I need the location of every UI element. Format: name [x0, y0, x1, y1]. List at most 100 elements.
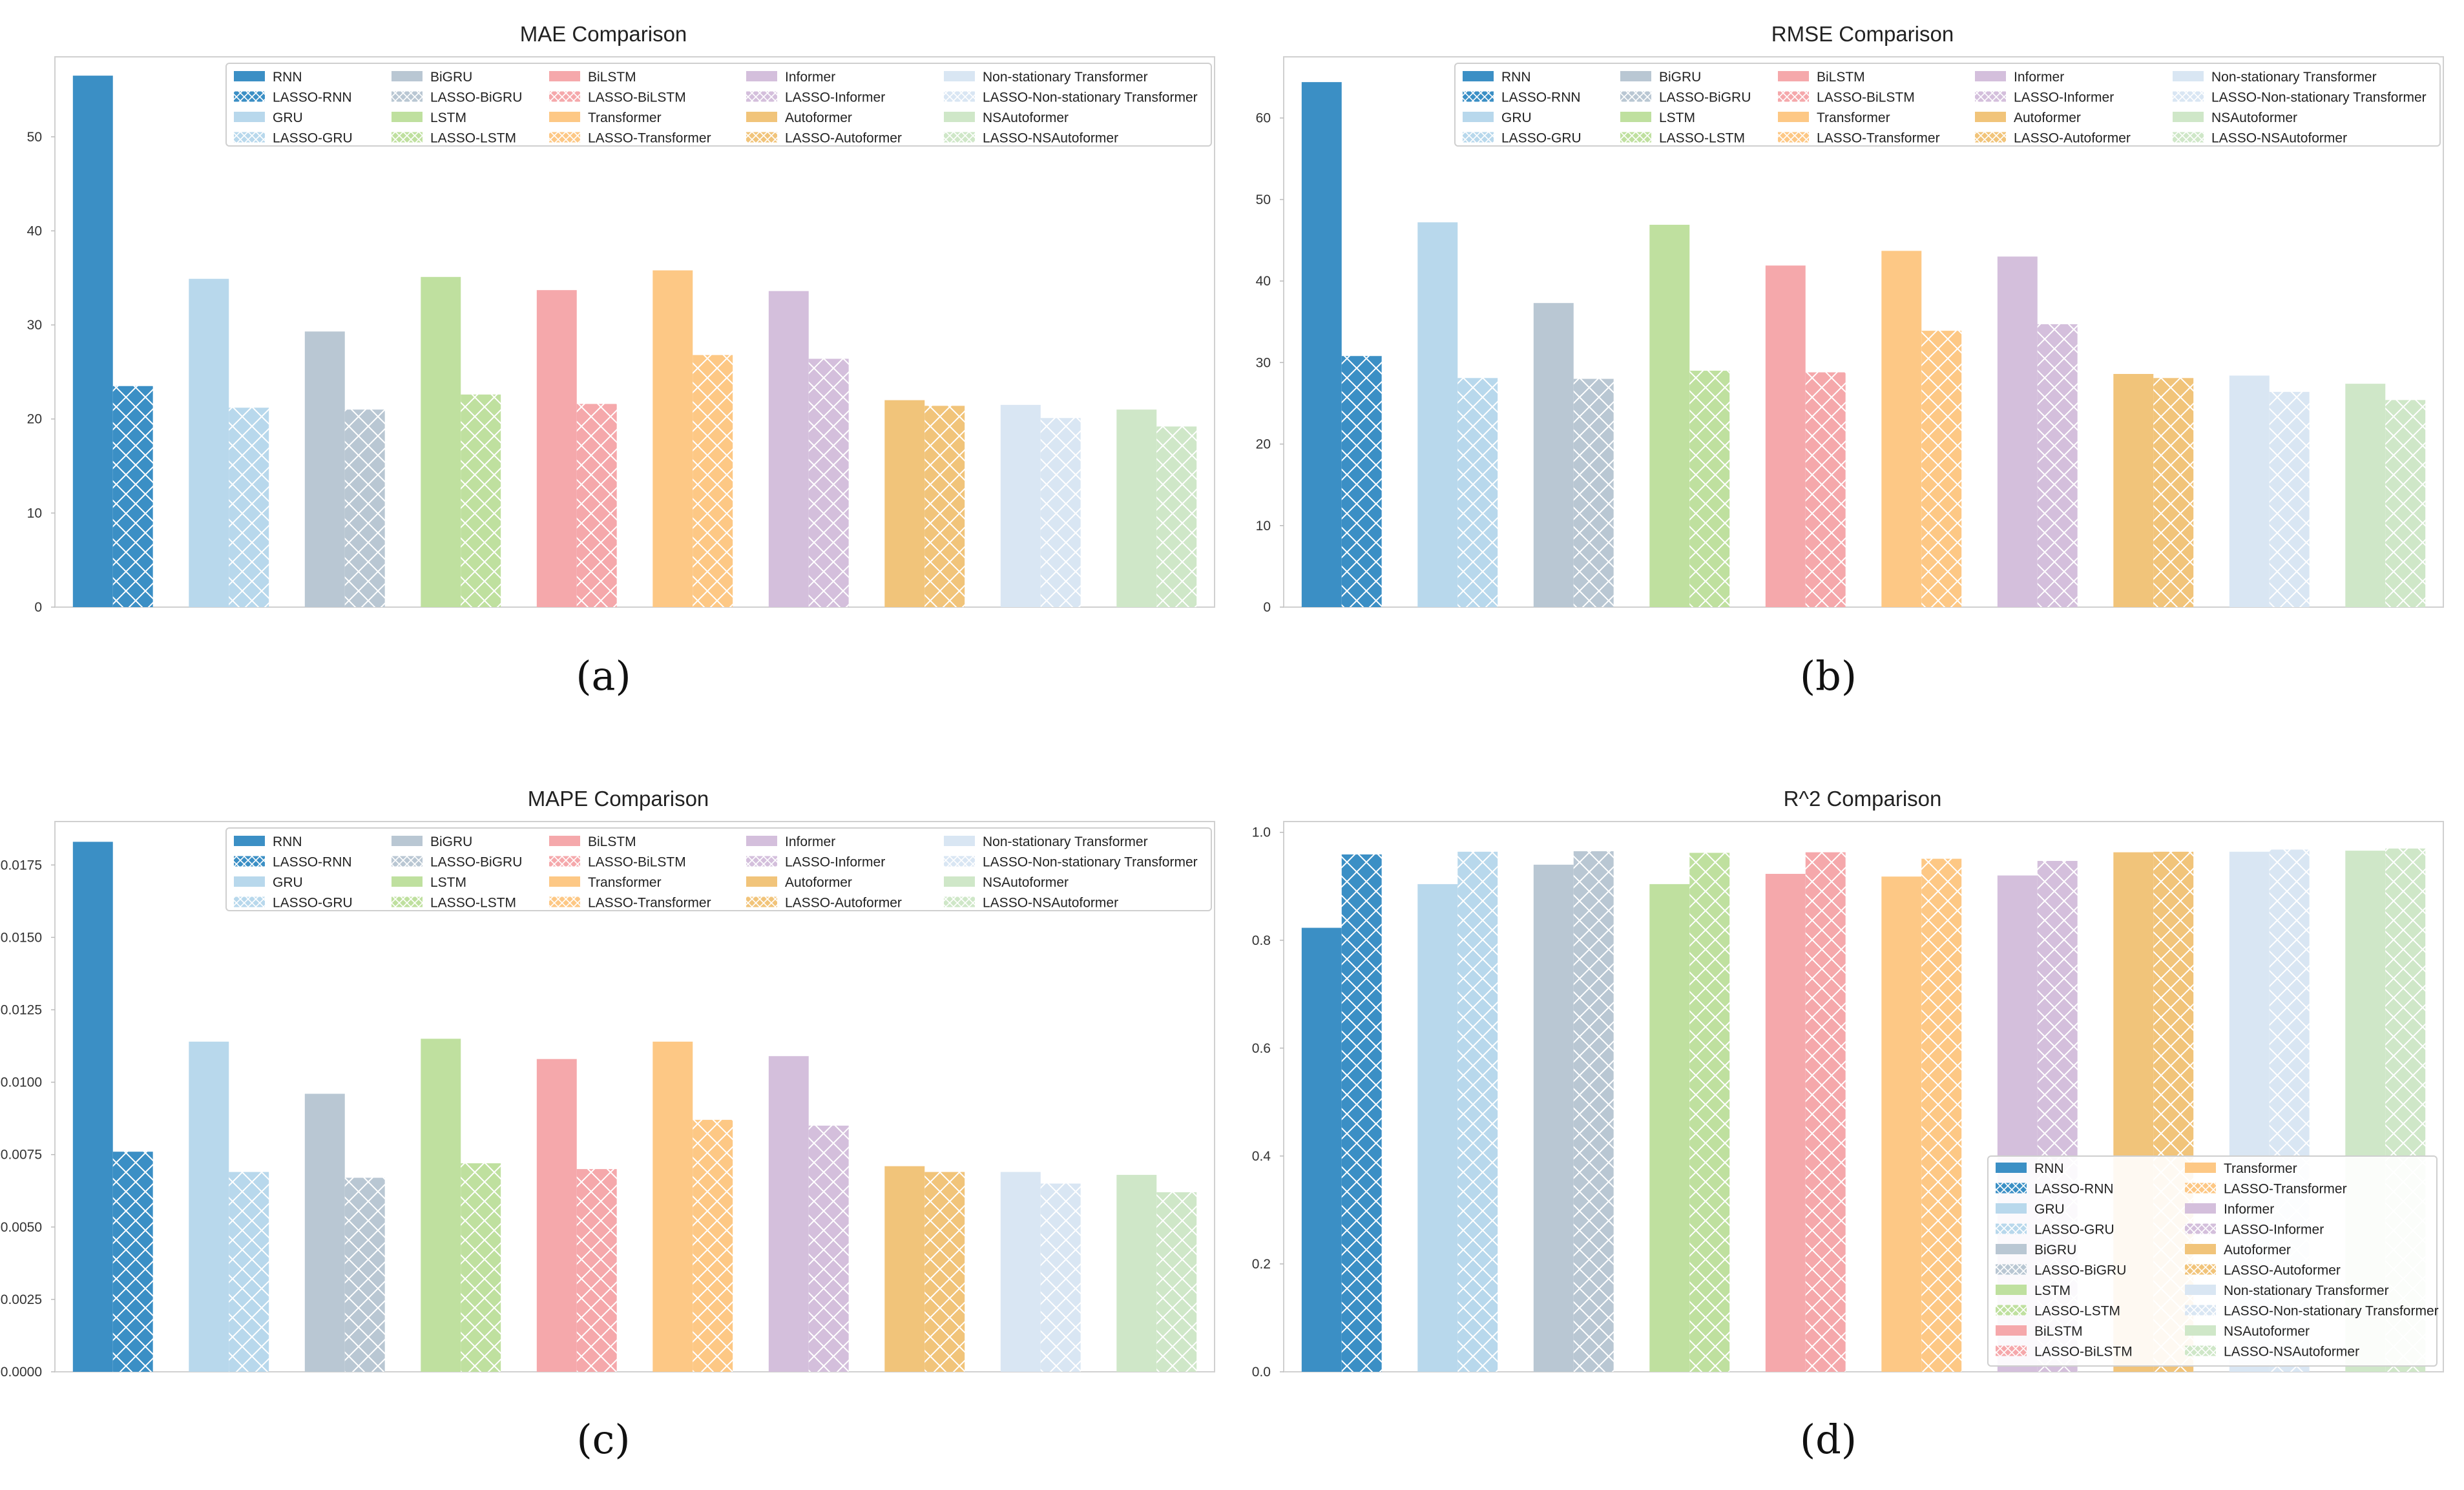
chart-panel-rmse-comparison: RMSE Comparison (b) 0 10 20 30 40 50 60 RNN LASSO-…: [1256, 22, 2444, 699]
legend-swatch: [234, 836, 265, 846]
bar-rnn: [72, 76, 113, 608]
legend-swatch: [1620, 112, 1651, 122]
legend-label: LASSO-Non-stationary Transformer: [983, 855, 1198, 870]
legend-swatch: [1620, 91, 1651, 102]
y-tick-label: 1.0: [1252, 825, 1271, 840]
legend-label: LSTM: [1659, 110, 1695, 125]
bar-lasso-bigru: [1573, 378, 1614, 607]
chart-panel-mae-comparison: MAE Comparison (a) 0 10 20 30 40 50 RNN LASSO-RNN…: [27, 22, 1215, 699]
y-tick-label: 0.0075: [1, 1148, 42, 1163]
legend-label: LASSO-Transformer: [588, 896, 711, 911]
panel-caption: (b): [1800, 652, 1857, 699]
bar-lasso-non-stationary-transformer: [1040, 418, 1081, 607]
legend-label: LASSO-BiGRU: [430, 90, 522, 105]
bar-lasso-transformer: [693, 1119, 733, 1372]
bar-lasso-gru: [1457, 851, 1498, 1372]
legend-label: LASSO-Transformer: [588, 131, 711, 146]
bar-bilstm: [1765, 265, 1806, 607]
legend-swatch: [944, 876, 975, 887]
legend-label: RNN: [2034, 1161, 2064, 1176]
legend-frame: [225, 827, 1212, 911]
legend-label: LASSO-RNN: [273, 855, 352, 870]
bar-bilstm: [1765, 874, 1806, 1372]
legend-swatch: [549, 112, 580, 122]
legend-label: LASSO-LSTM: [430, 131, 516, 146]
bar-lasso-transformer: [1921, 331, 1962, 607]
legend-label: LASSO-GRU: [2034, 1223, 2114, 1237]
legend-swatch: [746, 856, 777, 867]
legend-swatch: [2185, 1244, 2216, 1254]
legend-label: LASSO-RNN: [273, 90, 352, 105]
legend-label: LASSO-Informer: [785, 855, 885, 870]
legend-swatch: [1778, 71, 1809, 81]
bar-transformer: [653, 270, 693, 608]
legend-swatch: [2173, 132, 2204, 143]
legend-label: LASSO-Informer: [2224, 1223, 2324, 1237]
bar-lasso-bilstm: [576, 1169, 617, 1372]
legend-label: Transformer: [588, 110, 662, 125]
bar-lasso-nsautoformer: [2385, 400, 2426, 607]
legend-label: GRU: [273, 875, 303, 890]
y-tick-label: 20: [27, 412, 42, 427]
legend-label: LASSO-LSTM: [430, 896, 516, 911]
legend-label: RNN: [273, 834, 302, 849]
legend-swatch: [746, 896, 777, 907]
y-tick-label: 0.0150: [1, 930, 42, 945]
legend-label: BiGRU: [430, 70, 472, 85]
legend-swatch: [1975, 91, 2006, 102]
bar-lasso-informer: [2037, 324, 2078, 607]
legend-swatch: [746, 112, 777, 122]
legend-label: Informer: [785, 70, 835, 85]
legend-label: LASSO-GRU: [273, 131, 353, 146]
bar-lasso-autoformer: [924, 1172, 965, 1372]
legend: RNN LASSO-RNN GRU LASSO-GRU BiGRU LASSO-BiGRU…: [225, 63, 1212, 147]
legend-label: Informer: [2014, 70, 2064, 85]
y-tick-label: 20: [1256, 437, 1271, 452]
legend-label: GRU: [1501, 110, 1532, 125]
panel-caption: (a): [576, 652, 631, 699]
bar-autoformer: [2113, 374, 2154, 607]
legend-label: BiGRU: [1659, 70, 1701, 85]
bar-bigru: [1533, 303, 1574, 607]
legend-swatch: [1778, 132, 1809, 143]
legend-swatch: [2185, 1305, 2216, 1316]
legend-label: LASSO-Transformer: [2224, 1182, 2347, 1197]
y-tick-label: 0.4: [1252, 1149, 1271, 1164]
legend-label: LASSO-LSTM: [2034, 1304, 2120, 1319]
bar-rnn: [1301, 927, 1342, 1372]
legend-swatch: [746, 836, 777, 846]
bar-lasso-bilstm: [576, 404, 617, 607]
legend-label: LASSO-Non-stationary Transformer: [2224, 1304, 2439, 1319]
legend-swatch: [549, 896, 580, 907]
y-tick-label: 40: [27, 223, 42, 238]
legend-swatch: [234, 896, 265, 907]
bar-lasso-gru: [229, 408, 269, 607]
bar-lasso-gru: [229, 1172, 269, 1372]
legend-label: LASSO-Informer: [2014, 90, 2114, 105]
y-tick-label: 0.0100: [1, 1075, 42, 1090]
legend-swatch: [234, 876, 265, 887]
bar-rnn: [1301, 82, 1342, 607]
legend-swatch: [1620, 71, 1651, 81]
legend-label: Non-stationary Transformer: [2211, 70, 2377, 85]
chart-title: RMSE Comparison: [1771, 22, 1954, 46]
legend-label: NSAutoformer: [2224, 1324, 2310, 1339]
legend-label: LSTM: [430, 110, 466, 125]
legend-label: NSAutoformer: [2211, 110, 2297, 125]
chart-title: R^2 Comparison: [1784, 787, 1942, 811]
legend-swatch: [1463, 91, 1494, 102]
chart-panel-r-2-comparison: R^2 Comparison (d) 0.0 0.2 0.4 0.6 0.8 1.0 RNN LA…: [1252, 787, 2444, 1463]
legend-label: Informer: [2224, 1202, 2274, 1217]
legend-swatch: [549, 71, 580, 81]
legend-swatch: [2185, 1203, 2216, 1214]
legend-swatch: [549, 91, 580, 102]
legend-label: Transformer: [1817, 110, 1890, 125]
legend: RNN LASSO-RNN GRU LASSO-GRU BiGRU LASSO-BiGRU…: [1987, 1155, 2439, 1367]
y-tick-label: 0.6: [1252, 1041, 1271, 1056]
legend-swatch: [1463, 112, 1494, 122]
legend-swatch: [1996, 1223, 2027, 1234]
legend-swatch: [746, 876, 777, 887]
legend-swatch: [234, 91, 265, 102]
legend-swatch: [944, 896, 975, 907]
